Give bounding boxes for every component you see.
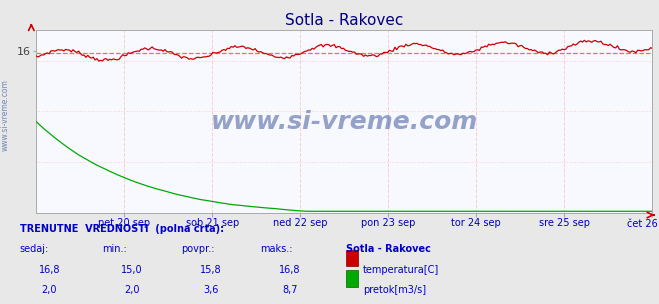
Text: 15,0: 15,0 (121, 265, 142, 275)
Text: 15,8: 15,8 (200, 265, 221, 275)
Text: 3,6: 3,6 (203, 285, 219, 295)
Text: min.:: min.: (102, 244, 127, 254)
Text: 16,8: 16,8 (39, 265, 60, 275)
Text: 8,7: 8,7 (282, 285, 298, 295)
Text: www.si-vreme.com: www.si-vreme.com (211, 110, 478, 133)
Title: Sotla - Rakovec: Sotla - Rakovec (285, 13, 403, 28)
Text: pretok[m3/s]: pretok[m3/s] (363, 285, 426, 295)
Text: sedaj:: sedaj: (20, 244, 49, 254)
Text: povpr.:: povpr.: (181, 244, 215, 254)
Text: maks.:: maks.: (260, 244, 293, 254)
Text: 2,0: 2,0 (124, 285, 140, 295)
Text: 16,8: 16,8 (279, 265, 301, 275)
Text: www.si-vreme.com: www.si-vreme.com (1, 80, 10, 151)
Text: 2,0: 2,0 (42, 285, 57, 295)
Text: temperatura[C]: temperatura[C] (363, 265, 440, 275)
Text: TRENUTNE  VREDNOSTI  (polna črta):: TRENUTNE VREDNOSTI (polna črta): (20, 223, 224, 234)
Text: Sotla - Rakovec: Sotla - Rakovec (346, 244, 431, 254)
